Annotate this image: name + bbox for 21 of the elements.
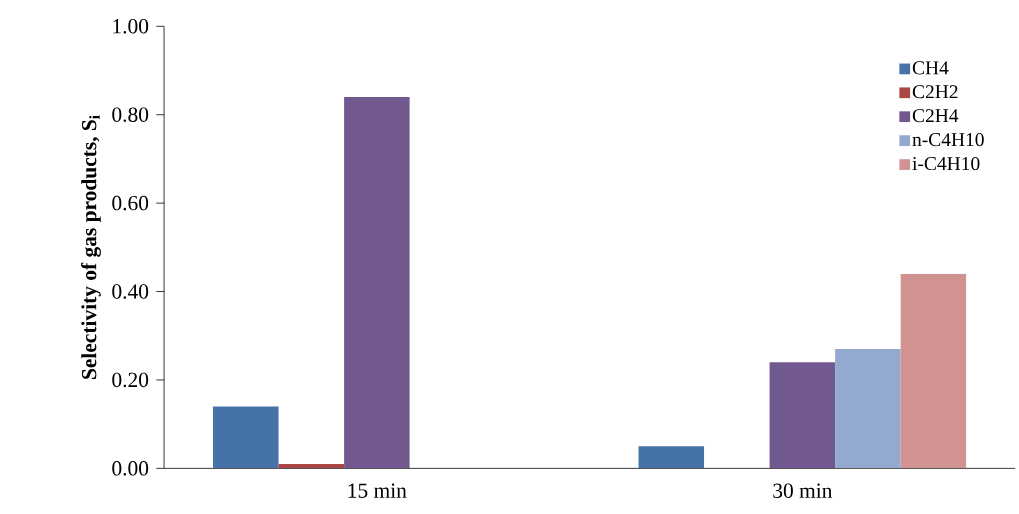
bar: [278, 463, 345, 469]
x-tick-label: 15 min: [348, 483, 407, 498]
bar: [638, 446, 705, 469]
legend-label: n-C4H10: [912, 132, 984, 147]
legend-label: i-C4H10: [912, 156, 980, 171]
y-tick-label: 0.20: [112, 372, 149, 388]
bar: [769, 362, 836, 469]
bar: [344, 96, 410, 469]
y-tick-label: 1.00: [113, 18, 149, 34]
bar: [900, 273, 967, 469]
bar: [213, 406, 279, 469]
legend-label: C2H4: [912, 109, 959, 123]
y-tick-label: 0.80: [112, 107, 149, 122]
bar: [835, 348, 901, 469]
legend-label: CH4: [912, 61, 949, 75]
x-tick-label: 30 min: [773, 483, 833, 498]
y-tick-label: 0.00: [112, 461, 149, 476]
y-axis-title: Selectivity of gas products, S$_{i}$: [81, 115, 101, 379]
legend-label: C2H2: [912, 85, 958, 99]
y-tick-label: 0.40: [112, 284, 149, 299]
y-tick-label: 0.60: [112, 195, 149, 211]
